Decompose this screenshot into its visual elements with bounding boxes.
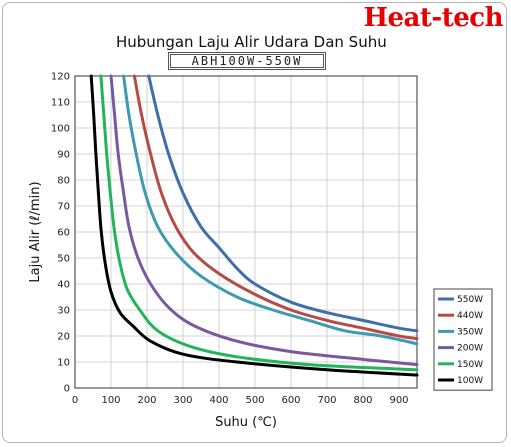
series-line-440w	[132, 74, 419, 341]
legend-label: 350W	[457, 327, 483, 337]
x-tick-label: 100	[101, 395, 120, 406]
y-tick-label: 40	[57, 280, 70, 291]
chart-subtitle: ABH100W-550W	[168, 52, 326, 70]
series-line-350w	[122, 74, 419, 346]
y-tick-label: 120	[51, 72, 70, 83]
y-tick-label: 30	[57, 306, 70, 317]
legend: 550W 440W 350W 200W 150W 100W	[433, 288, 493, 391]
brand-logo-text: Heat-tech	[363, 3, 503, 33]
x-tick-label: 0	[72, 395, 78, 406]
x-tick-label: 200	[137, 395, 156, 406]
x-tick-label: 400	[209, 395, 228, 406]
x-tick-label: 600	[281, 395, 300, 406]
x-tick-label: 900	[389, 395, 408, 406]
y-tick-label: 0	[64, 384, 70, 395]
y-tick-label: 60	[57, 228, 70, 239]
y-tick-label: 80	[57, 176, 70, 187]
y-tick-label: 110	[51, 98, 70, 109]
x-axis-label: Suhu (℃)	[215, 415, 277, 430]
axis-ticks: 0 100 200 300 400 500 600 700 800 900 0 10 20 30 40 50 6…	[51, 72, 409, 407]
legend-label: 440W	[457, 311, 483, 321]
legend-label: 200W	[457, 344, 483, 354]
series-line-200w	[109, 74, 419, 367]
y-tick-label: 20	[57, 332, 70, 343]
x-tick-label: 700	[317, 395, 336, 406]
y-tick-label: 50	[57, 254, 70, 265]
plot-area	[74, 75, 418, 389]
chart-title: Hubungan Laju Alir Udara Dan Suhu	[116, 33, 387, 51]
x-tick-label: 500	[245, 395, 264, 406]
series-lines	[89, 74, 419, 377]
x-tick-label: 300	[173, 395, 192, 406]
y-tick-label: 90	[57, 150, 70, 161]
series-line-550w	[147, 74, 419, 333]
y-tick-label: 70	[57, 202, 70, 213]
x-tick-label: 800	[353, 395, 372, 406]
y-tick-label: 100	[51, 124, 70, 135]
y-tick-label: 10	[57, 358, 70, 369]
chart-frame	[2, 2, 507, 443]
grid	[74, 75, 417, 389]
y-axis-label: Laju Alir (ℓ/min)	[28, 181, 43, 282]
legend-box	[433, 288, 493, 391]
series-line-150w	[99, 74, 419, 372]
legend-label: 150W	[457, 360, 483, 370]
series-line-100w	[89, 74, 419, 377]
legend-label: 550W	[457, 295, 483, 305]
legend-label: 100W	[457, 376, 483, 386]
